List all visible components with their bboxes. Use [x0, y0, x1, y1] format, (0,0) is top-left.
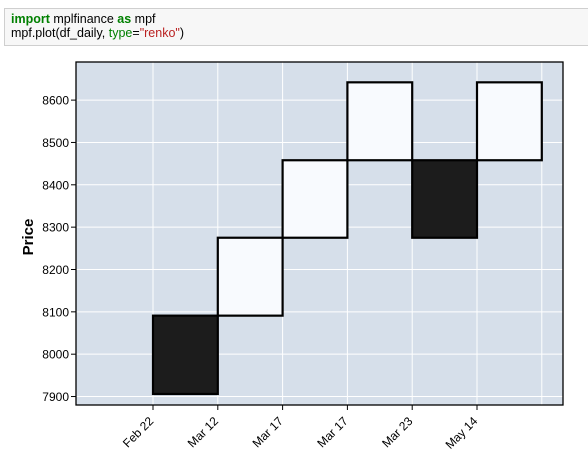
plot-call: mpf.plot(df_daily,: [11, 26, 109, 40]
renko-brick-up: [281, 159, 349, 239]
renko-string: "renko": [139, 26, 180, 40]
y-tick-label: 8100: [42, 305, 69, 319]
code-cell[interactable]: import mplfinance as mpf mpf.plot(df_dai…: [4, 8, 588, 46]
renko-brick-up: [346, 81, 414, 162]
module-alias: mpf: [131, 12, 156, 26]
y-tick-label: 7900: [42, 390, 69, 404]
plot-frame: [75, 61, 564, 406]
x-axis-ticks: Feb 22 Mar 12 Mar 17 Mar 17 Mar 23 May 14: [120, 405, 481, 452]
x-tick-label: Mar 23: [379, 414, 416, 451]
renko-brick-down: [151, 314, 219, 396]
as-keyword: as: [117, 12, 132, 26]
y-tick-label: 8500: [42, 136, 69, 150]
x-tick-label: May 14: [443, 414, 481, 452]
equals-sign: =: [132, 26, 140, 40]
x-tick-label: Mar 17: [250, 414, 287, 451]
x-tick-label: Mar 17: [314, 414, 351, 451]
x-tick-label: Feb 22: [120, 414, 157, 451]
y-tick-label: 8400: [42, 178, 69, 192]
plot-border: [75, 61, 564, 406]
type-kwarg: type: [108, 26, 133, 40]
renko-bricks: [151, 81, 543, 396]
x-tick-label: Mar 12: [185, 414, 222, 451]
y-tick-label: 8300: [42, 221, 69, 235]
import-keyword: import: [11, 12, 50, 26]
closing-paren: ): [179, 26, 185, 40]
code-line-plot: mpf.plot(df_daily, type="renko"): [11, 26, 588, 40]
module-name: mplfinance: [49, 12, 118, 26]
renko-brick-up: [216, 236, 284, 317]
renko-brick-down: [411, 159, 479, 239]
renko-brick-up: [475, 81, 543, 162]
y-tick-label: 8200: [42, 263, 69, 277]
y-tick-label: 8000: [42, 348, 69, 362]
code-line-import: import mplfinance as mpf: [11, 12, 588, 26]
y-tick-label: 8600: [42, 94, 69, 108]
y-axis-ticks: 7900 8000 8100 8200 8300 8400 8500 8600: [42, 94, 76, 404]
y-axis-label: Price: [20, 219, 37, 256]
